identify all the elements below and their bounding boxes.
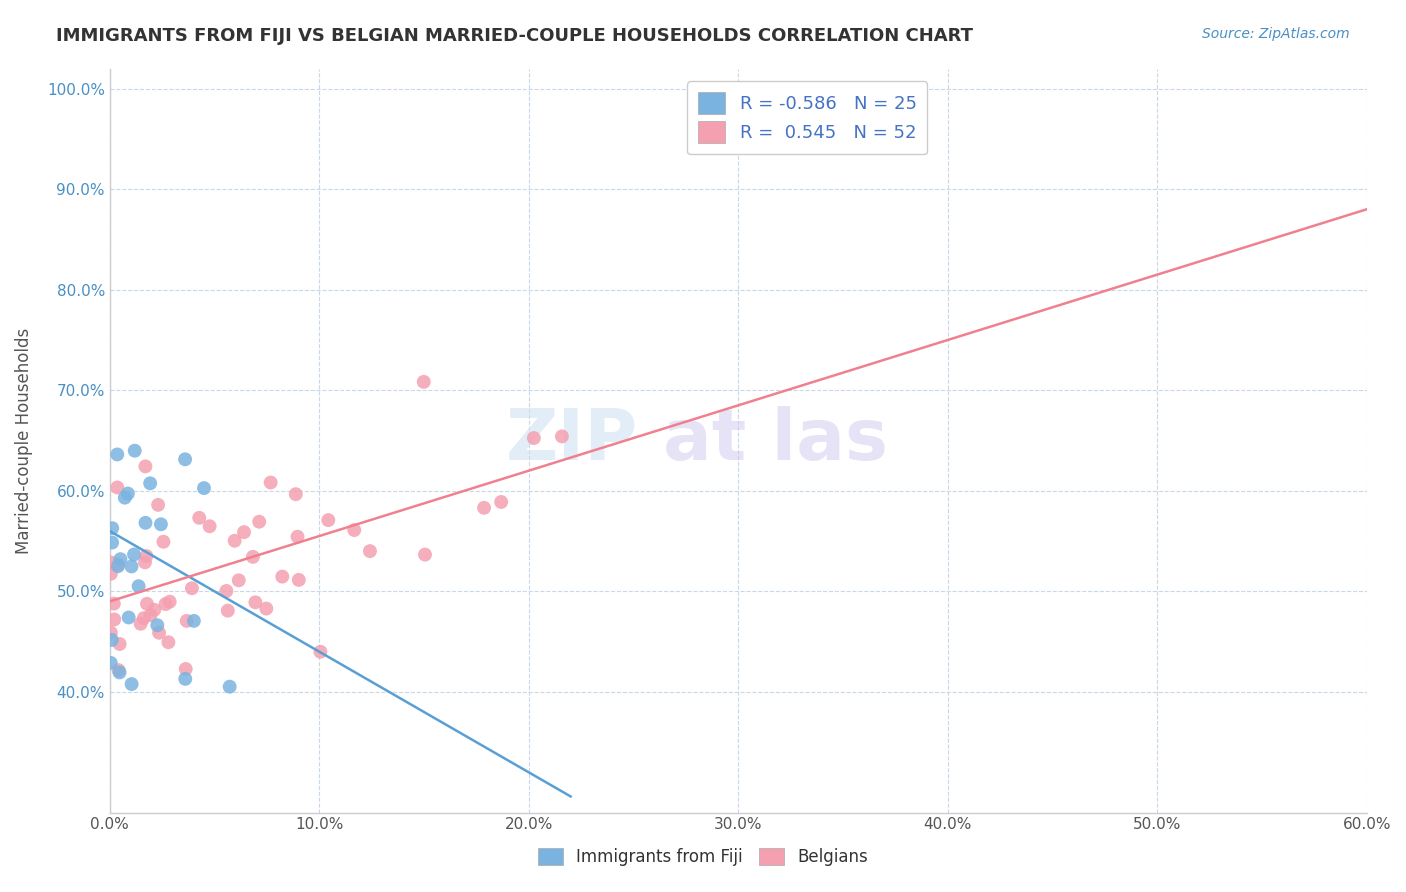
- Point: [359, 544, 381, 558]
- Point: [198, 519, 221, 533]
- Point: [155, 597, 177, 611]
- Text: IMMIGRANTS FROM FIJI VS BELGIAN MARRIED-COUPLE HOUSEHOLDS CORRELATION CHART: IMMIGRANTS FROM FIJI VS BELGIAN MARRIED-…: [56, 27, 973, 45]
- Point: [101, 535, 124, 549]
- Point: [247, 515, 270, 529]
- Point: [472, 500, 495, 515]
- Point: [228, 574, 250, 588]
- Point: [135, 549, 157, 563]
- Point: [183, 614, 205, 628]
- Point: [132, 611, 155, 625]
- Legend: Immigrants from Fiji, Belgians: Immigrants from Fiji, Belgians: [529, 840, 877, 875]
- Point: [100, 566, 122, 581]
- Point: [245, 595, 267, 609]
- Point: [134, 516, 156, 530]
- Point: [139, 476, 162, 491]
- Point: [101, 632, 124, 647]
- Point: [103, 612, 125, 626]
- Point: [139, 608, 162, 623]
- Point: [176, 614, 198, 628]
- Point: [108, 665, 131, 680]
- Point: [174, 452, 197, 467]
- Point: [108, 637, 131, 651]
- Point: [217, 604, 239, 618]
- Point: [134, 555, 156, 569]
- Point: [124, 443, 146, 458]
- Point: [233, 525, 256, 540]
- Point: [271, 569, 294, 583]
- Point: [128, 579, 150, 593]
- Point: [121, 559, 143, 574]
- Point: [146, 498, 169, 512]
- Point: [242, 549, 264, 564]
- Point: [181, 582, 204, 596]
- Point: [149, 517, 172, 532]
- Point: [146, 618, 169, 632]
- Point: [148, 625, 170, 640]
- Point: [159, 595, 181, 609]
- Point: [114, 491, 136, 505]
- Point: [136, 597, 159, 611]
- Point: [107, 663, 129, 677]
- Point: [413, 548, 436, 562]
- Point: [174, 672, 197, 686]
- Point: [100, 656, 122, 670]
- Text: ZIP: ZIP: [505, 406, 638, 475]
- Point: [117, 486, 139, 500]
- Point: [121, 677, 143, 691]
- Point: [284, 487, 307, 501]
- Point: [100, 556, 122, 570]
- Point: [412, 375, 434, 389]
- Point: [110, 552, 132, 566]
- Point: [105, 447, 128, 461]
- Text: at las: at las: [662, 406, 887, 475]
- Point: [107, 559, 129, 574]
- Point: [523, 431, 546, 445]
- Point: [224, 533, 246, 548]
- Point: [551, 429, 574, 443]
- Y-axis label: Married-couple Households: Married-couple Households: [15, 327, 32, 554]
- Point: [100, 625, 122, 640]
- Point: [343, 523, 366, 537]
- Point: [215, 584, 238, 599]
- Point: [287, 573, 309, 587]
- Point: [318, 513, 340, 527]
- Point: [174, 662, 197, 676]
- Point: [129, 616, 152, 631]
- Point: [188, 511, 211, 525]
- Point: [287, 530, 309, 544]
- Point: [122, 548, 145, 562]
- Point: [134, 459, 156, 474]
- Text: Source: ZipAtlas.com: Source: ZipAtlas.com: [1202, 27, 1350, 41]
- Point: [118, 610, 141, 624]
- Point: [143, 603, 166, 617]
- Point: [103, 597, 125, 611]
- Point: [260, 475, 283, 490]
- Legend: R = -0.586   N = 25, R =  0.545   N = 52: R = -0.586 N = 25, R = 0.545 N = 52: [688, 81, 928, 154]
- Point: [489, 495, 512, 509]
- Point: [309, 645, 332, 659]
- Point: [218, 680, 240, 694]
- Point: [107, 558, 129, 572]
- Point: [254, 601, 277, 615]
- Point: [157, 635, 180, 649]
- Point: [193, 481, 215, 495]
- Point: [105, 480, 128, 494]
- Point: [101, 521, 124, 535]
- Point: [152, 534, 174, 549]
